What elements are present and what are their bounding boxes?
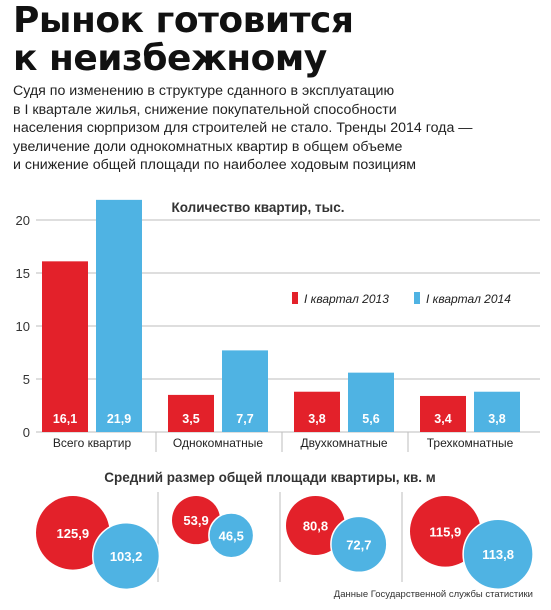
bar [96,199,142,432]
lead-line: населения сюрпризом для строителей не ст… [13,120,473,136]
bubble-value-label: 46,5 [219,528,244,543]
bar-value-label: 3,8 [308,412,325,426]
bubble [208,512,255,559]
bubble-value-label: 115,9 [429,524,461,539]
bubble-value-label: 72,7 [346,537,371,552]
title-line: к неизбежному [13,38,327,79]
bar [294,391,340,432]
bubble-value-label: 80,8 [303,518,328,533]
lead-line: увеличение доли однокомнатных квартир в … [13,138,403,155]
bar [222,350,268,432]
bubble [286,496,345,555]
bar-chart-title: Количество квартир, тыс. [172,200,345,215]
bar [474,391,520,432]
x-category-label: Однокомнатные [173,436,263,450]
y-tick-label: 0 [23,425,30,440]
bubble-value-label: 113,8 [482,547,514,562]
y-tick-label: 20 [16,213,30,228]
lead-paragraph: Судя по изменению в структуре сданного в… [13,82,543,175]
bubble [172,495,221,545]
legend-label: I квартал 2014 [426,292,511,306]
bar-value-label: 5,6 [362,412,379,426]
title-line: Рынок готовится [13,0,354,41]
y-tick-label: 10 [16,319,30,334]
bar-value-label: 3,8 [488,412,505,426]
lead-line: в I квартале жилья, снижение покупательн… [13,101,397,118]
legend-label: I квартал 2013 [304,292,389,306]
legend-swatch [292,292,298,304]
y-tick-label: 5 [23,372,30,387]
lead-line: и снижение общей площади по наиболее ход… [13,157,417,173]
bar-value-label: 21,9 [107,412,131,426]
bar [420,395,466,432]
legend-swatch [414,292,420,304]
source-note: Данные Государственной службы статистики [333,589,533,600]
x-category-label: Двухкомнатные [300,436,387,450]
bubble [462,518,534,590]
bar-value-label: 3,4 [434,412,451,426]
bar [348,372,394,432]
y-tick-label: 15 [16,266,30,281]
bar [42,261,88,432]
x-category-label: Всего квартир [53,436,132,450]
bubble-value-label: 125,9 [57,526,90,541]
lead-line: Судя по изменению в структуре сданного в… [13,83,395,99]
bubble-chart-title: Средний размер общей площади квартиры, к… [104,470,436,485]
bubble-value-label: 53,9 [183,513,208,528]
bar-value-label: 3,5 [182,412,199,426]
bubble [92,521,161,591]
page-title: Рынок готовится к неизбежному [13,0,354,79]
bar [168,394,214,432]
bar-value-label: 7,7 [236,412,253,426]
bar-value-label: 16,1 [53,412,77,426]
bubble [36,496,110,570]
bubble-value-label: 103,2 [110,549,143,564]
bubble [330,515,388,574]
x-category-label: Трехкомнатные [427,436,514,450]
